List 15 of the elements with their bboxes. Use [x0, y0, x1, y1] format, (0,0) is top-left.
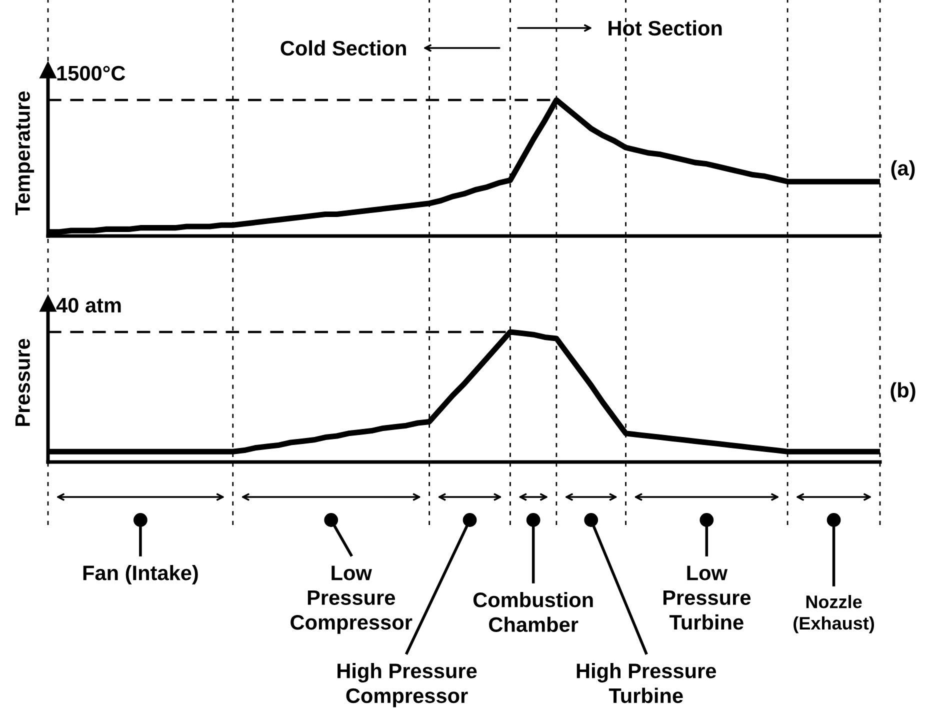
text: Low Pressure Turbine: [663, 566, 751, 630]
text: High Pressure Turbine: [576, 663, 716, 704]
text: High Pressure Compressor: [338, 663, 477, 708]
text: Cold Section: [280, 40, 406, 56]
text: Fan (Intake): [83, 565, 198, 584]
y-axis-title: Pressure: [15, 338, 30, 426]
legend-label: 1500°C: [57, 66, 126, 81]
text: (b): [890, 382, 916, 402]
text: Low Pressure Compressor: [290, 566, 412, 634]
text: (a): [891, 160, 915, 180]
text: Combustion Chamber: [473, 592, 593, 632]
text: Hot Section: [608, 20, 722, 36]
y-axis-title: Temperature: [15, 91, 34, 216]
legend-label: 40 atm: [56, 298, 121, 313]
text: Nozzle (Exhaust): [794, 595, 874, 634]
